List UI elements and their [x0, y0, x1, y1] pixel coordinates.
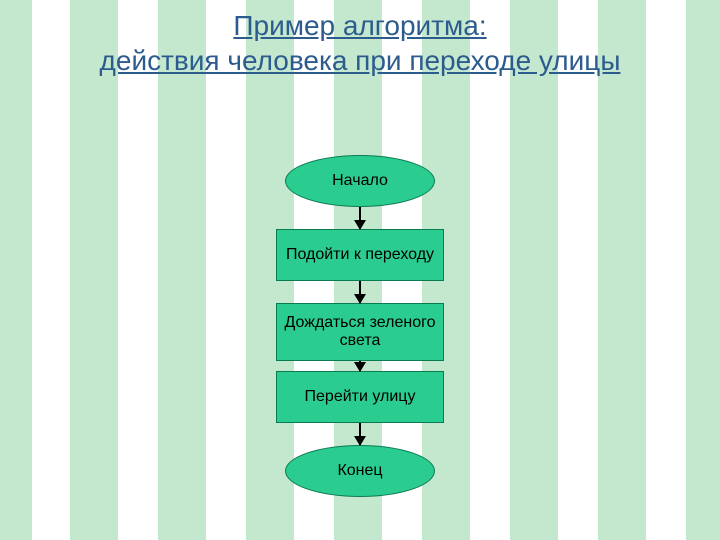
- flowchart: Начало Подойти к переходу Дождаться зелено…: [276, 155, 444, 497]
- node-label: Конец: [337, 462, 382, 480]
- slide-title: Пример алгоритма: действия человека при …: [0, 0, 720, 78]
- flowchart-step3: Перейти улицу: [276, 371, 444, 423]
- flowchart-step2: Дождаться зеленого света: [276, 303, 444, 361]
- slide-content: Пример алгоритма: действия человека при …: [0, 0, 720, 540]
- flowchart-step1: Подойти к переходу: [276, 229, 444, 281]
- flowchart-arrow: [359, 207, 361, 229]
- node-label: Перейти улицу: [305, 388, 416, 406]
- node-label: Подойти к переходу: [286, 246, 434, 264]
- node-label: Дождаться зеленого света: [277, 314, 443, 351]
- flowchart-start: Начало: [285, 155, 435, 207]
- flowchart-end: Конец: [285, 445, 435, 497]
- flowchart-arrow: [359, 281, 361, 303]
- node-label: Начало: [332, 172, 388, 190]
- flowchart-arrow: [359, 423, 361, 445]
- flowchart-arrow: [359, 361, 361, 371]
- title-line-2: действия человека при переходе улицы: [100, 45, 621, 76]
- title-line-1: Пример алгоритма:: [233, 10, 486, 41]
